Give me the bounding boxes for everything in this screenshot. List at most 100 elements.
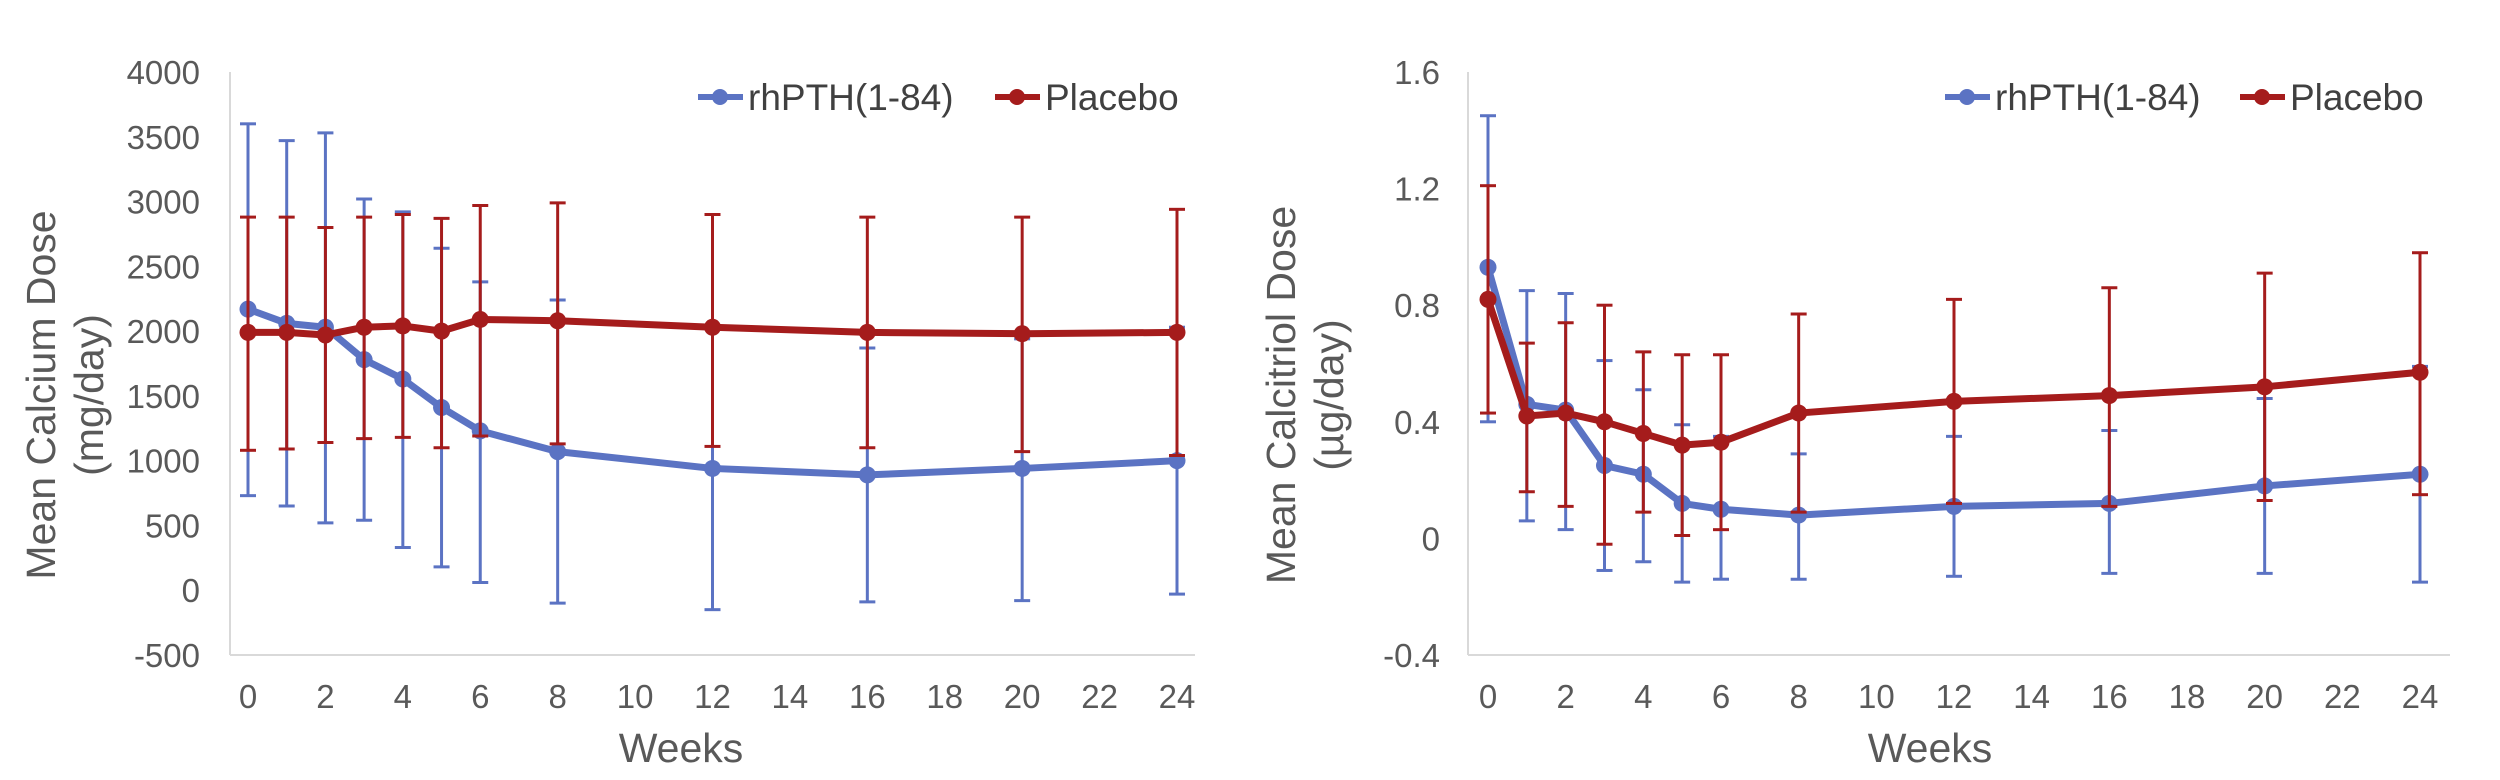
y-tick-label: 0.4 [1394, 404, 1440, 441]
y-tick-labels: 1.6 1.2 0.8 0.4 0 -0.4 [1383, 54, 1440, 674]
data-point [2256, 378, 2274, 396]
x-tick-label: 8 [1789, 678, 1807, 715]
data-point [433, 322, 451, 340]
x-tick-label: 6 [1712, 678, 1730, 715]
y-tick-label: 500 [145, 507, 200, 544]
x-tick-label: 0 [1479, 678, 1497, 715]
data-point [1634, 424, 1652, 442]
data-point [704, 318, 721, 336]
legend-item-placebo: Placebo [995, 77, 1179, 118]
y-tick-label: -500 [134, 637, 200, 674]
x-tick-label: 6 [471, 678, 489, 715]
x-tick-label: 2 [1556, 678, 1574, 715]
legend-label: rhPTH(1-84) [1995, 77, 2201, 118]
x-tick-labels: 0 2 4 6 8 10 12 14 16 18 20 22 24 [1479, 678, 2439, 715]
y-axis-title-line2: (mg/day) [66, 314, 112, 476]
data-point [1790, 404, 1808, 422]
y-tick-labels: 4000 3500 3000 2500 2000 1500 1000 500 0 -500 [127, 54, 200, 674]
x-tick-label: 18 [926, 678, 963, 715]
x-tick-labels: 0 2 4 6 8 10 12 14 16 18 20 22 24 [239, 678, 1196, 715]
data-point [1518, 407, 1536, 425]
data-point [1673, 436, 1691, 454]
legend-item-rhpth: rhPTH(1-84) [1945, 77, 2201, 118]
series-placebo [1479, 184, 2429, 546]
data-point [1168, 323, 1186, 341]
legend-item-placebo: Placebo [2240, 77, 2424, 118]
x-tick-label: 14 [772, 678, 809, 715]
y-tick-label: 0 [1422, 520, 1440, 557]
series-layer [239, 122, 1186, 612]
x-tick-label: 16 [849, 678, 886, 715]
data-point [2411, 363, 2429, 381]
x-tick-label: 10 [617, 678, 654, 715]
x-tick-label: 22 [1081, 678, 1118, 715]
legend-label: rhPTH(1-84) [748, 77, 954, 118]
legend-swatch-marker [2254, 89, 2270, 105]
data-point [549, 312, 567, 330]
legend-swatch-marker [1009, 89, 1025, 105]
y-axis-title-line2: (µg/day) [1306, 319, 1352, 470]
y-tick-label: 4000 [127, 54, 200, 91]
data-point [471, 310, 489, 328]
y-tick-label: 3500 [127, 119, 200, 156]
y-tick-label: 1000 [127, 443, 200, 480]
legend: rhPTH(1-84) Placebo [1945, 77, 2424, 118]
series-placebo [239, 201, 1186, 457]
y-tick-label: 0.8 [1394, 287, 1440, 324]
x-tick-label: 24 [2402, 678, 2439, 715]
legend-item-rhpth: rhPTH(1-84) [698, 77, 954, 118]
y-axis-title-line1: Mean Calcitriol Dose [1258, 206, 1304, 584]
x-tick-label: 20 [2246, 678, 2283, 715]
data-point [1557, 404, 1575, 422]
data-point [858, 466, 876, 484]
data-point [1013, 459, 1031, 477]
y-axis-title-line1: Mean Calcium Dose [18, 210, 64, 579]
x-tick-label: 24 [1159, 678, 1196, 715]
data-point [2100, 387, 2118, 405]
data-point [316, 326, 334, 344]
y-tick-label: 2500 [127, 248, 200, 285]
data-point [355, 318, 373, 336]
data-point [239, 323, 257, 341]
x-axis-title: Weeks [1868, 725, 1993, 771]
x-tick-label: 14 [2013, 678, 2050, 715]
legend-label: Placebo [1045, 77, 1179, 118]
data-point [704, 459, 721, 477]
y-tick-label: 3000 [127, 184, 200, 221]
data-point [858, 323, 876, 341]
x-tick-label: 20 [1004, 678, 1041, 715]
y-tick-label: 1.6 [1394, 54, 1440, 91]
y-tick-label: 1500 [127, 378, 200, 415]
data-point [549, 443, 567, 461]
x-tick-label: 12 [1936, 678, 1973, 715]
data-point [1945, 392, 1963, 410]
x-tick-label: 0 [239, 678, 257, 715]
data-point [1712, 433, 1730, 451]
data-point [1479, 290, 1497, 308]
data-point [1013, 325, 1031, 343]
y-tick-label: 0 [182, 572, 200, 609]
x-tick-label: 22 [2324, 678, 2361, 715]
x-tick-label: 16 [2091, 678, 2128, 715]
x-axis-title: Weeks [619, 725, 744, 771]
x-tick-label: 12 [694, 678, 731, 715]
data-point [394, 317, 412, 335]
x-tick-label: 18 [2169, 678, 2206, 715]
calcitriol-chart: 1.61.20.80.40-0.4 0 2 4 6 8 10 12 14 16 18 20 22 24 … [1258, 54, 2450, 771]
series-layer [1479, 114, 2429, 584]
data-point [1596, 413, 1613, 431]
y-tick-label: 2000 [127, 313, 200, 350]
legend: rhPTH(1-84) Placebo [698, 77, 1179, 118]
x-tick-label: 2 [316, 678, 334, 715]
legend-swatch-marker [1959, 89, 1975, 105]
x-tick-label: 4 [394, 678, 412, 715]
y-tick-label: 1.2 [1394, 171, 1440, 208]
x-tick-label: 4 [1634, 678, 1652, 715]
x-tick-label: 10 [1858, 678, 1895, 715]
x-tick-label: 8 [548, 678, 566, 715]
data-point [278, 323, 296, 341]
legend-swatch-marker [712, 89, 728, 105]
legend-label: Placebo [2290, 77, 2424, 118]
